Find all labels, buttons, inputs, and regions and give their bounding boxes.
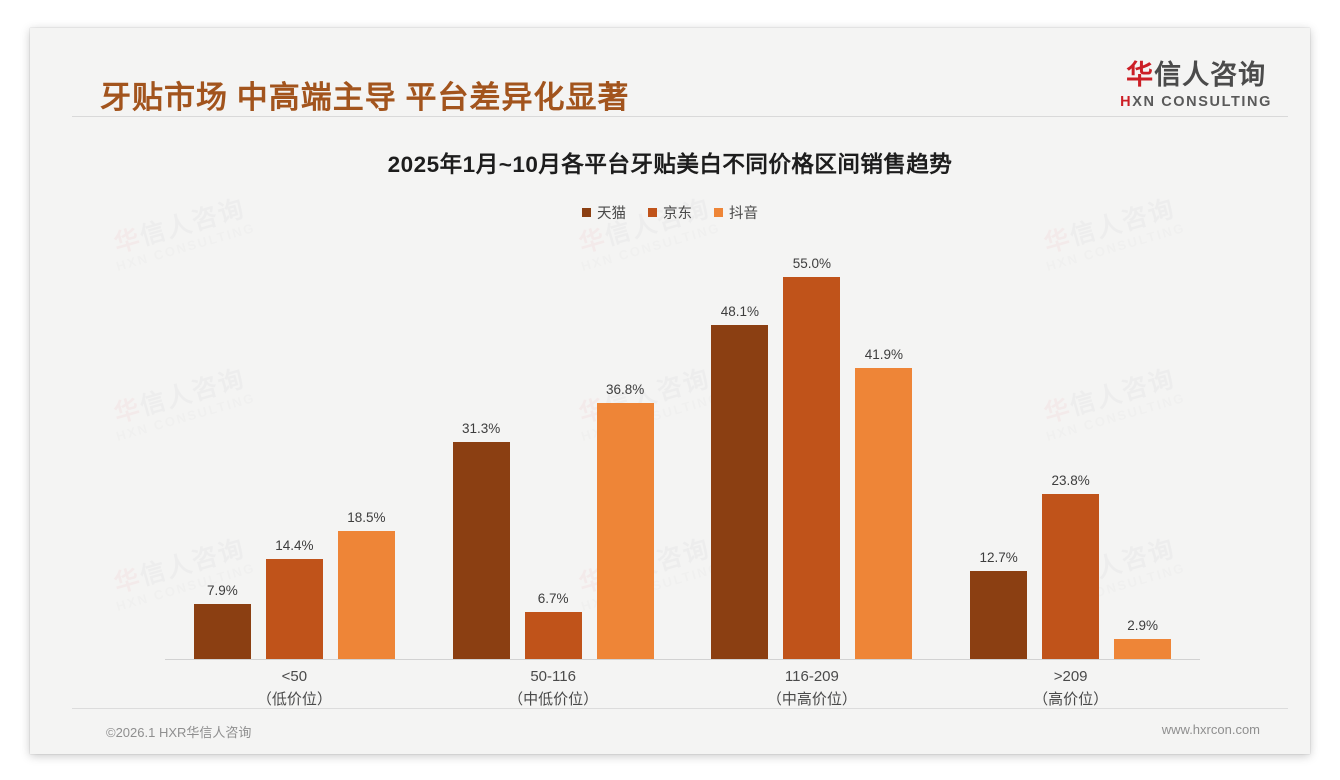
- bar-value-label: 2.9%: [1127, 617, 1159, 633]
- legend-label: 抖音: [729, 206, 758, 222]
- bar-value-label: 18.5%: [347, 509, 386, 525]
- bar[interactable]: [711, 324, 769, 659]
- logo-chinese-rest: 信人咨询: [1154, 60, 1267, 90]
- x-axis-labels: <50 （低价位） 50-116 （中低价位） 116-209 （中高价位） >209 （高价…: [165, 665, 1200, 712]
- bar[interactable]: [193, 604, 251, 659]
- bar-column[interactable]: 48.1%: [711, 238, 769, 659]
- bar-column[interactable]: 7.9%: [193, 238, 251, 659]
- footer-copyright: ©2026.1 HXR华信人咨询: [106, 725, 252, 740]
- bar-column[interactable]: 31.3%: [452, 238, 510, 659]
- bar-column[interactable]: 23.8%: [1042, 238, 1100, 659]
- legend-item-2[interactable]: 京东: [648, 202, 692, 223]
- logo-english-accent: H: [1120, 94, 1133, 110]
- bar-value-label: 14.4%: [275, 538, 314, 553]
- bar[interactable]: [783, 277, 841, 659]
- bar-column[interactable]: 18.5%: [337, 238, 395, 659]
- chart-area: 2025年1月~10月各平台牙贴美白不同价格区间销售趋势 天猫 京东 抖音 7.9%…: [30, 120, 1310, 712]
- bar-groups: 7.9% 14.4% 18.5% 31.3% 6.7% 36.8% 48.1% 55.0% 41…: [165, 238, 1200, 659]
- bar[interactable]: [524, 612, 582, 659]
- plot-area: 7.9% 14.4% 18.5% 31.3% 6.7% 36.8% 48.1% 55.0% 41…: [165, 238, 1200, 660]
- x-axis-label: <50 （低价位）: [165, 665, 424, 712]
- legend-swatch-icon: [714, 208, 723, 217]
- bar-column[interactable]: 2.9%: [1114, 238, 1172, 659]
- x-axis-label: >209 （高价位）: [941, 665, 1200, 712]
- bar-group: 12.7% 23.8% 2.9%: [941, 238, 1200, 659]
- logo-chinese: 华信人咨询: [1120, 62, 1272, 89]
- footer-website[interactable]: www.hxrcon.com: [1161, 722, 1260, 737]
- bar-value-label: 41.9%: [864, 347, 904, 362]
- bar-column[interactable]: 12.7%: [970, 238, 1028, 659]
- x-axis-label-tier: （中低价位）: [508, 691, 599, 709]
- bar-value-label: 36.8%: [605, 382, 645, 398]
- x-axis-label-tier: （高价位）: [1033, 691, 1109, 709]
- bar-value-label: 55.0%: [792, 256, 832, 271]
- legend-label: 天猫: [597, 206, 626, 222]
- legend-label: 京东: [663, 206, 692, 222]
- x-axis-label-range: 116-209: [784, 668, 839, 685]
- x-axis-label-range: >209: [1053, 668, 1088, 685]
- legend-item-3[interactable]: 抖音: [714, 202, 758, 223]
- header-divider: [72, 116, 1288, 117]
- slide-header: 牙贴市场 中高端主导 平台差异化显著 华信人咨询 HXN CONSULTING: [30, 28, 1310, 120]
- bar-group: 48.1% 55.0% 41.9%: [683, 238, 942, 659]
- bar-column[interactable]: 55.0%: [783, 238, 841, 659]
- x-axis-line: [165, 659, 1200, 660]
- bar-value-label: 31.3%: [461, 420, 501, 436]
- bar-value-label: 23.8%: [1051, 472, 1090, 488]
- bar[interactable]: [855, 368, 913, 659]
- bar-column[interactable]: 14.4%: [265, 238, 323, 659]
- legend-swatch-icon: [648, 208, 657, 217]
- page-title: 牙贴市场 中高端主导 平台差异化显著: [100, 80, 630, 115]
- bar[interactable]: [452, 441, 510, 659]
- bar[interactable]: [970, 570, 1028, 659]
- x-axis-label: 50-116 （中低价位）: [424, 665, 683, 712]
- bar-column[interactable]: 36.8%: [596, 238, 654, 659]
- bar[interactable]: [596, 403, 654, 659]
- logo-chinese-accent: 华: [1126, 60, 1155, 90]
- legend-swatch-icon: [582, 208, 591, 217]
- x-axis-label-range: 50-116: [530, 668, 576, 685]
- bar[interactable]: [1042, 493, 1100, 659]
- bar-group: 31.3% 6.7% 36.8%: [424, 238, 683, 659]
- bar-value-label: 12.7%: [979, 549, 1018, 565]
- chart-legend: 天猫 京东 抖音: [30, 202, 1310, 223]
- bar[interactable]: [337, 530, 395, 659]
- bar-column[interactable]: 41.9%: [855, 238, 913, 659]
- bar-group: 7.9% 14.4% 18.5%: [165, 238, 424, 659]
- bar-value-label: 6.7%: [537, 591, 569, 607]
- chart-title: 2025年1月~10月各平台牙贴美白不同价格区间销售趋势: [387, 152, 953, 177]
- company-logo: 华信人咨询 HXN CONSULTING: [1120, 62, 1272, 110]
- bar[interactable]: [265, 559, 323, 659]
- bar-value-label: 48.1%: [720, 303, 760, 319]
- bar[interactable]: [1114, 638, 1172, 659]
- bar-value-label: 7.9%: [206, 583, 238, 599]
- x-axis-label-tier: （低价位）: [256, 691, 332, 709]
- x-axis-label: 116-209 （中高价位）: [683, 665, 942, 712]
- logo-english: HXN CONSULTING: [1120, 95, 1272, 110]
- footer-divider: [72, 708, 1288, 709]
- x-axis-label-tier: （中高价位）: [766, 691, 857, 709]
- legend-item-1[interactable]: 天猫: [582, 202, 626, 223]
- slide-card: 华信人咨询 HXN CONSULTING 华信人咨询 HXN CONSULTIN…: [30, 28, 1310, 754]
- slide-footer: ©2026.1 HXR华信人咨询 www.hxrcon.com: [30, 708, 1310, 754]
- bar-column[interactable]: 6.7%: [524, 238, 582, 659]
- x-axis-label-range: <50: [281, 668, 308, 685]
- logo-english-rest: XN CONSULTING: [1132, 94, 1272, 110]
